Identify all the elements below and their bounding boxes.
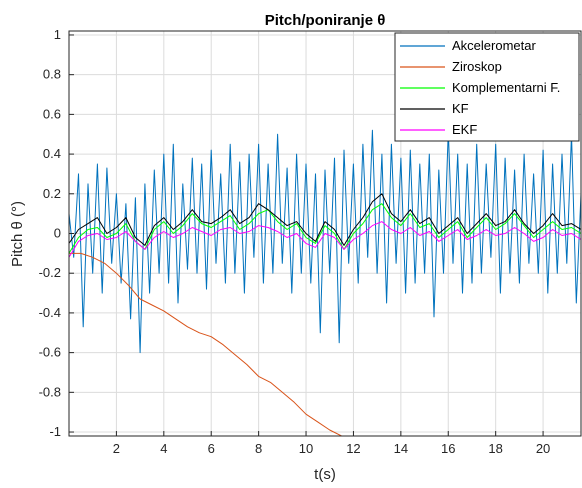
y-tick-label: 0.2 — [43, 186, 61, 201]
series-line-akcelerometar — [69, 129, 581, 354]
x-tick-label: 18 — [488, 441, 502, 456]
x-tick-label: 16 — [441, 441, 455, 456]
x-tick-label: 2 — [113, 441, 120, 456]
legend-label-komplementarni-f: Komplementarni F. — [452, 80, 560, 95]
x-tick-label: 12 — [346, 441, 360, 456]
axis-ticks: 2 4 6 8 10 12 14 16 18 20 1 0.8 0.6 0.4 0.2 0 -0.2 -0.4 -0… — [39, 27, 551, 456]
x-axis-label: t(s) — [314, 466, 336, 483]
y-tick-label: 0.6 — [43, 106, 61, 121]
y-tick-label: -0.4 — [39, 305, 61, 320]
series-line-komplementarni-f — [69, 203, 581, 254]
legend-label-ekf: EKF — [452, 122, 477, 137]
y-tick-label: -0.2 — [39, 265, 61, 280]
series-lines — [69, 129, 581, 436]
x-tick-label: 20 — [536, 441, 550, 456]
chart-title: Pitch/poniranje θ — [265, 12, 386, 29]
x-tick-label: 6 — [208, 441, 215, 456]
x-tick-label: 4 — [160, 441, 167, 456]
y-tick-label: 0.4 — [43, 146, 61, 161]
series-line-ziroskop — [69, 252, 342, 436]
legend-label-kf: KF — [452, 101, 469, 116]
legend-label-ziroskop: Ziroskop — [452, 59, 502, 74]
y-axis-label: Pitch θ (°) — [9, 201, 26, 267]
x-tick-label: 14 — [394, 441, 408, 456]
x-tick-label: 8 — [255, 441, 262, 456]
x-tick-label: 10 — [299, 441, 313, 456]
y-tick-label: 0 — [54, 226, 61, 241]
y-tick-label: 1 — [54, 27, 61, 42]
series-line-kf — [69, 193, 581, 246]
legend: Akcelerometar Ziroskop Komplementarni F. KF… — [394, 32, 580, 142]
series-line-ekf — [69, 221, 581, 258]
y-tick-label: -0.6 — [39, 345, 61, 360]
y-tick-label: -1 — [49, 424, 61, 439]
legend-label-akcelerometar: Akcelerometar — [452, 38, 536, 53]
y-tick-label: -0.8 — [39, 384, 61, 399]
y-tick-label: 0.8 — [43, 67, 61, 82]
series-group — [69, 129, 581, 436]
legend-box — [394, 32, 580, 142]
